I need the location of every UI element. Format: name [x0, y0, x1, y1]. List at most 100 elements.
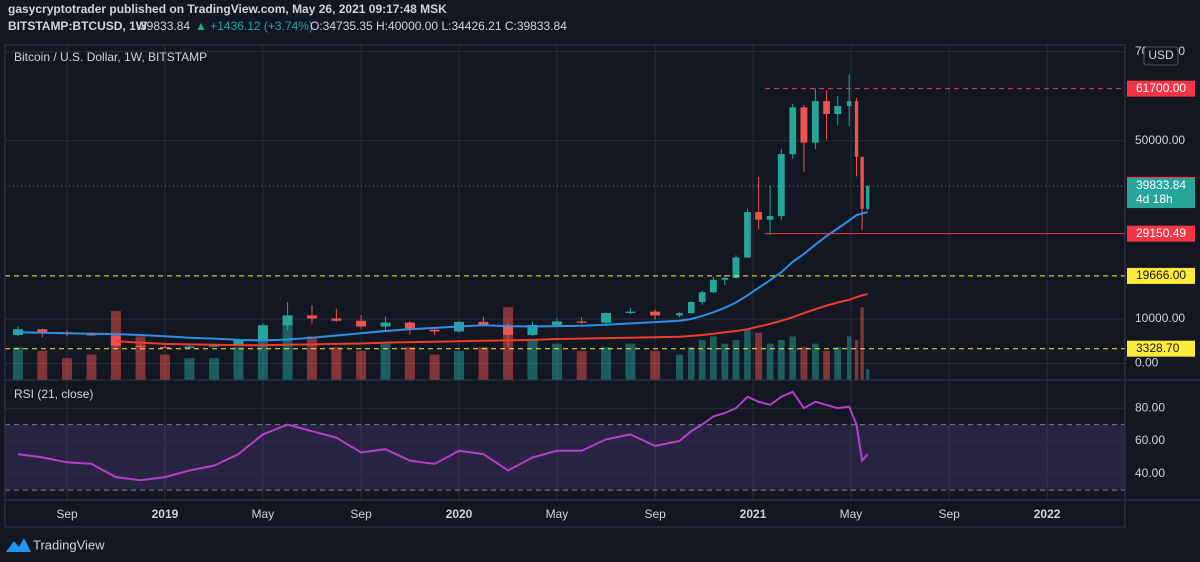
volume-bar	[233, 347, 244, 380]
x-tick-label: 2020	[446, 507, 473, 521]
volume-bar	[709, 336, 717, 380]
candle-body	[698, 292, 706, 303]
candle-body	[854, 101, 859, 157]
candle-body	[846, 101, 852, 107]
volume-bar	[159, 354, 170, 380]
volume-bar	[527, 340, 538, 380]
volume-bar	[257, 329, 268, 380]
candle-body	[777, 154, 785, 217]
volume-bar	[62, 358, 73, 380]
logo	[6, 538, 31, 552]
candle-body	[800, 107, 808, 143]
candle-body	[331, 318, 342, 321]
volume-bar	[306, 336, 317, 380]
rsi-tick-label: 80.00	[1135, 400, 1165, 414]
candle-body	[866, 186, 870, 209]
candle-body	[110, 335, 121, 346]
currency-box[interactable]	[1143, 46, 1179, 66]
volume-bar	[37, 350, 48, 380]
rsi-tick-label: 60.00	[1135, 433, 1165, 447]
volume-bar	[866, 369, 870, 380]
volume-bar	[404, 347, 415, 380]
volume-bar	[800, 347, 808, 380]
volume-bar	[766, 343, 774, 380]
price-label: 19666.00	[1136, 268, 1186, 282]
volume-bar	[732, 340, 740, 380]
candle-body	[676, 313, 684, 316]
candle-body	[650, 311, 661, 316]
volume-bar	[812, 343, 819, 380]
price-label-box	[1127, 340, 1195, 357]
candle-body	[404, 322, 415, 330]
candle-body	[37, 329, 48, 333]
candle-body	[282, 315, 293, 326]
volume-bar	[86, 354, 97, 380]
volume-bar	[380, 343, 391, 380]
x-tick-label: 2022	[1034, 507, 1061, 521]
price-change: ▲ +1436.12 (+3.74%)	[195, 19, 313, 33]
currency[interactable]: USD	[1148, 48, 1174, 62]
volume-bar	[650, 350, 661, 380]
volume-bar	[184, 358, 195, 380]
price-label: 39833.84	[1136, 178, 1186, 192]
candle-body	[233, 339, 244, 346]
ma-slow	[115, 293, 868, 347]
last-price: 39833.84	[140, 19, 190, 33]
candle-body	[576, 321, 587, 323]
volume-bar	[854, 340, 859, 380]
candle-body	[429, 329, 440, 332]
candle-body	[860, 156, 864, 209]
candle-body	[380, 322, 391, 327]
candle-body	[135, 345, 146, 348]
volume-bar	[721, 343, 729, 380]
volume-bar	[823, 350, 830, 380]
volume-bar	[834, 347, 842, 380]
candle-body	[688, 302, 695, 314]
candle-body	[755, 212, 763, 220]
y-tick-label: 10000.00	[1135, 311, 1185, 325]
candle-body	[709, 279, 717, 293]
x-tick-label: Sep	[938, 507, 960, 521]
x-tick-label: May	[840, 507, 863, 521]
volume-bar	[282, 321, 293, 380]
ma-fast	[17, 211, 868, 342]
volume-bar	[846, 336, 852, 380]
symbol: BITSTAMP:BTCUSD, 1W	[8, 19, 148, 33]
volume-bar	[356, 350, 367, 380]
candle-body	[356, 320, 367, 327]
x-tick-label: Sep	[350, 507, 372, 521]
rsi-band	[5, 424, 1125, 491]
x-tick-label: Sep	[644, 507, 666, 521]
candle-body	[478, 321, 489, 326]
candle-body	[766, 216, 774, 220]
price-label-box	[1127, 267, 1195, 284]
price-label-box	[1127, 178, 1195, 209]
candle-body	[159, 347, 170, 349]
x-tick-label: 2021	[740, 507, 767, 521]
rsi-tick-label: 40.00	[1135, 466, 1165, 480]
candle-body	[209, 345, 220, 347]
volume-bar	[860, 307, 864, 380]
publisher: gasycryptotrader published on TradingVie…	[8, 2, 447, 16]
price-label: 29150.49	[1136, 226, 1186, 240]
rsi-line	[17, 390, 869, 482]
candle-body	[834, 106, 842, 115]
y-tick-label: 0.00	[1135, 356, 1159, 370]
x-tick-label: May	[546, 507, 569, 521]
price-label: 3328.70	[1136, 341, 1180, 355]
candle-body	[732, 257, 740, 278]
candle-body	[789, 107, 797, 155]
volume-bar	[755, 332, 763, 380]
ohlc: O:34735.35 H:40000.00 L:34426.21 C:39833…	[310, 19, 567, 33]
candle-body	[812, 101, 819, 143]
volume-bar	[429, 354, 440, 380]
price-label-box	[1127, 80, 1195, 97]
x-tick-label: 2019	[152, 507, 179, 521]
candle-body	[601, 312, 612, 323]
brand: TradingView	[33, 537, 105, 552]
chart: Sep 2019 May Sep 2020 May Sep 2021 May Sep 2022 0.0…	[5, 44, 1195, 521]
candle-body	[625, 311, 636, 313]
candle-body	[184, 346, 195, 349]
volume-bar	[777, 340, 785, 380]
volume-bar	[12, 347, 23, 380]
